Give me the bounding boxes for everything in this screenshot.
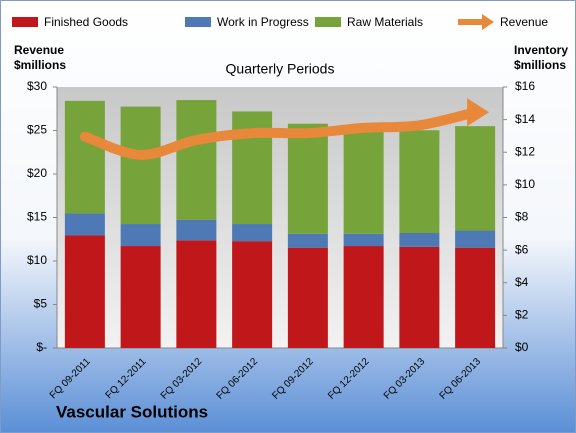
y2-axis-label: $millions xyxy=(514,58,566,72)
y-tick-label: $- xyxy=(36,340,47,354)
legend-swatch xyxy=(482,14,494,30)
y2-axis-label: Inventory xyxy=(514,43,568,57)
bar-segment xyxy=(232,224,273,242)
y2-tick-label: $10 xyxy=(515,177,535,191)
y2-tick-label: $0 xyxy=(515,340,529,354)
bar-segment xyxy=(343,126,384,234)
y-tick-label: $10 xyxy=(27,253,47,267)
y-tick-label: $20 xyxy=(27,166,47,180)
y-axis-label: Revenue xyxy=(14,43,64,57)
legend-label: Revenue xyxy=(500,15,548,29)
bar-segment xyxy=(64,213,105,236)
revenue-line xyxy=(79,107,481,160)
bar-segment xyxy=(120,246,161,348)
legend-label: Raw Materials xyxy=(347,15,423,29)
y2-tick-label: $2 xyxy=(515,308,529,322)
line-arrowhead xyxy=(467,98,490,127)
bar-segment xyxy=(399,232,440,247)
caption: Vascular Solutions xyxy=(56,402,208,421)
y2-tick-label: $12 xyxy=(515,144,535,158)
bar-segment xyxy=(287,233,328,248)
y-axis-label: $millions xyxy=(14,58,66,72)
y2-tick-label: $16 xyxy=(515,79,535,93)
legend-label: Work in Progress xyxy=(217,15,309,29)
y-tick-label: $25 xyxy=(27,123,47,137)
y2-tick-label: $14 xyxy=(515,112,535,126)
bar-segment xyxy=(64,100,105,214)
bar-segment xyxy=(399,130,440,233)
bar-segment xyxy=(176,240,217,348)
bar-segment xyxy=(399,246,440,348)
bar-segment xyxy=(120,106,161,225)
legend-label: Finished Goods xyxy=(44,15,128,29)
chart-title: Quarterly Periods xyxy=(226,61,335,77)
y-tick-label: $5 xyxy=(34,297,48,311)
bar-segment xyxy=(455,126,496,231)
legend-swatch xyxy=(315,17,341,27)
y2-tick-label: $4 xyxy=(515,275,529,289)
bar-segment xyxy=(455,247,496,348)
bar-segment xyxy=(232,241,273,348)
y-tick-label: $15 xyxy=(27,210,47,224)
bar-segment xyxy=(287,247,328,348)
bar-segment xyxy=(343,246,384,348)
y2-tick-label: $6 xyxy=(515,242,529,256)
legend-swatch xyxy=(185,17,211,27)
legend-swatch xyxy=(12,17,38,27)
bar-segment xyxy=(287,123,328,234)
bar-segment xyxy=(455,230,496,248)
bar-segment xyxy=(120,224,161,247)
bar-segment xyxy=(343,233,384,247)
bar-segment xyxy=(176,100,217,220)
bar-segment xyxy=(176,219,217,241)
y-tick-label: $30 xyxy=(27,79,47,93)
y2-tick-label: $8 xyxy=(515,210,529,224)
bar-segment xyxy=(64,235,105,348)
